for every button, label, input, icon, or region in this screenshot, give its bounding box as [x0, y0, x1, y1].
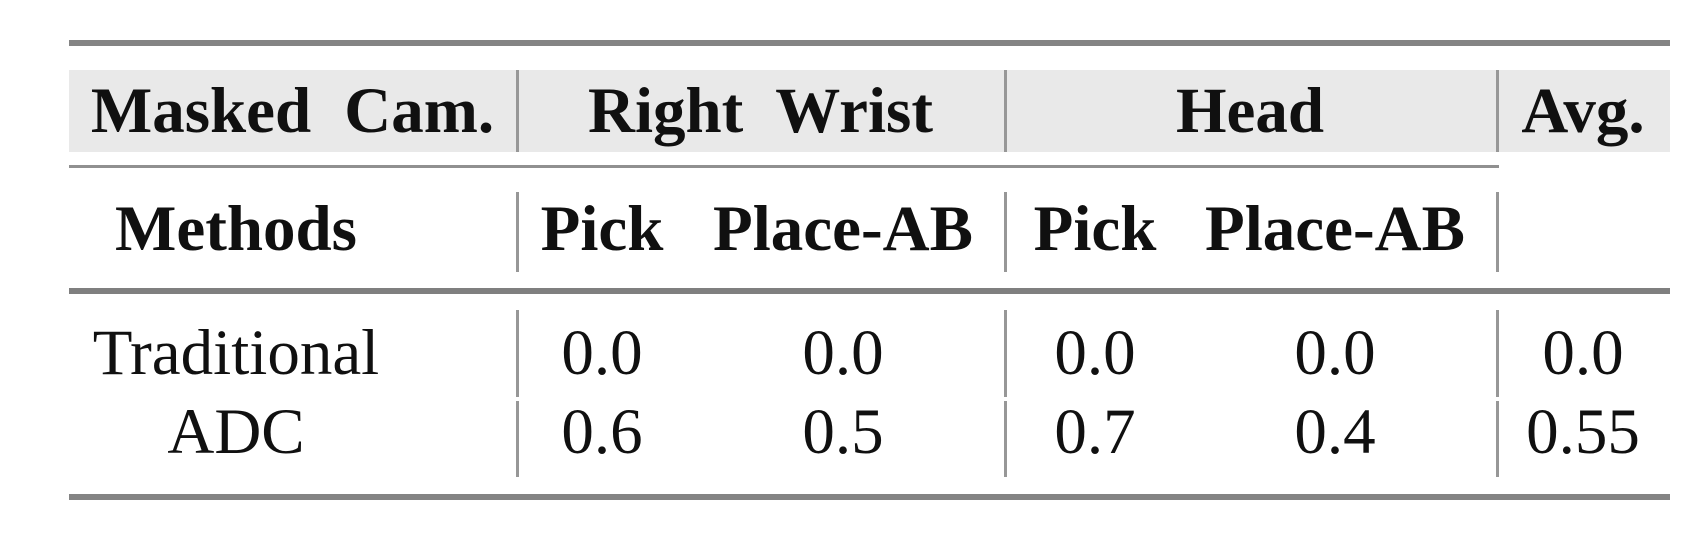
column-divider	[1496, 70, 1499, 152]
subheader-head-place-ab: Place-AB	[1205, 193, 1465, 265]
row-label-traditional: Traditional	[92, 317, 380, 389]
column-divider	[1496, 401, 1499, 477]
subheader-rw-pick: Pick	[540, 193, 664, 265]
column-divider	[1496, 192, 1499, 272]
header-head: Head	[1175, 75, 1325, 147]
body-separator-rule	[69, 288, 1670, 294]
table-top-rule	[69, 40, 1670, 46]
value-adc-head-pick: 0.7	[1054, 396, 1136, 468]
table-bottom-rule	[69, 494, 1670, 500]
value-adc-rw-place: 0.5	[802, 396, 884, 468]
value-traditional-head-pick: 0.0	[1054, 317, 1136, 389]
subheader-methods: Methods	[115, 193, 357, 265]
column-divider	[1004, 70, 1007, 152]
column-divider	[1004, 401, 1007, 477]
column-divider	[516, 310, 519, 397]
value-adc-head-place: 0.4	[1294, 396, 1376, 468]
header-avg: Avg.	[1521, 75, 1645, 147]
value-adc-avg: 0.55	[1526, 396, 1640, 468]
value-traditional-rw-pick: 0.0	[561, 317, 643, 389]
subheader-rw-place-ab: Place-AB	[713, 193, 973, 265]
row-label-adc: ADC	[167, 396, 305, 468]
subheader-head-pick: Pick	[1033, 193, 1157, 265]
header-separator-rule	[69, 165, 1499, 168]
table-header-band	[69, 70, 1670, 152]
column-divider	[516, 70, 519, 152]
column-divider	[1004, 192, 1007, 272]
header-right-wrist: Right Wrist	[588, 75, 933, 147]
column-divider	[1004, 310, 1007, 397]
value-traditional-head-place: 0.0	[1294, 317, 1376, 389]
value-traditional-rw-place: 0.0	[802, 317, 884, 389]
column-divider	[1496, 310, 1499, 397]
column-divider	[516, 192, 519, 272]
value-traditional-avg: 0.0	[1542, 317, 1624, 389]
value-adc-rw-pick: 0.6	[561, 396, 643, 468]
column-divider	[516, 401, 519, 477]
header-masked-cam: Masked Cam.	[90, 75, 495, 147]
